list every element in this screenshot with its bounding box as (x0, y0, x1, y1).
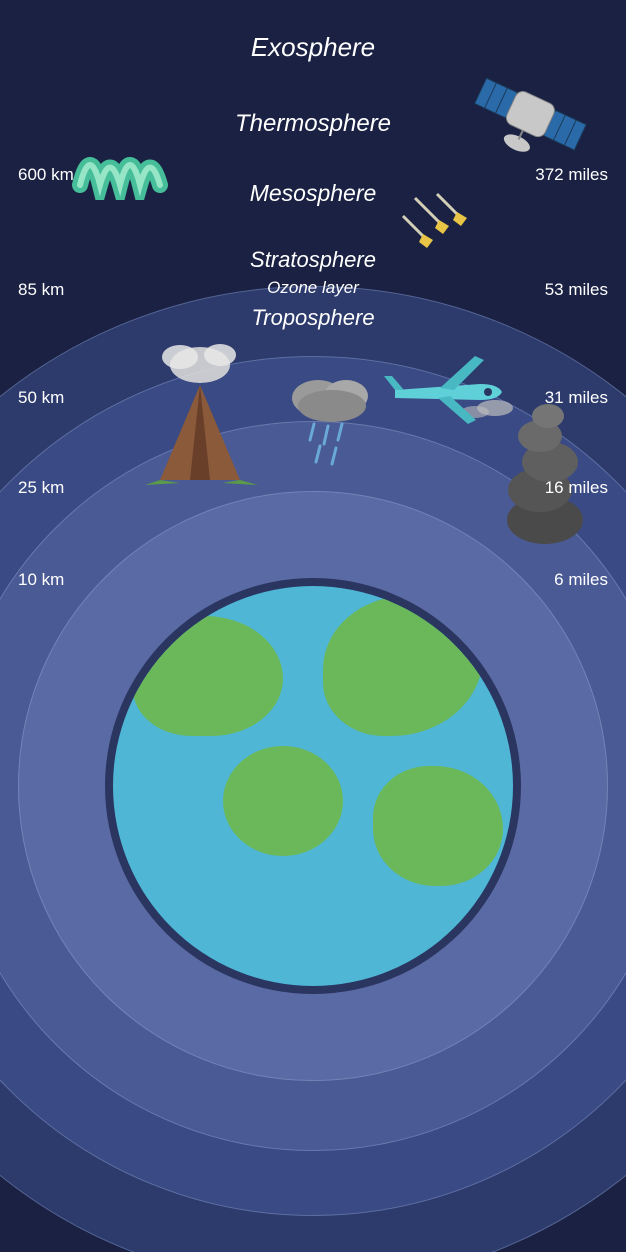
meteors-icon (395, 190, 475, 250)
altitude-miles-1: 16 miles (545, 478, 608, 498)
label-troposphere: Troposphere (251, 305, 374, 331)
altitude-miles-2: 31 miles (545, 388, 608, 408)
continent (133, 616, 283, 736)
altitude-km-0: 10 km (18, 570, 64, 590)
label-mesosphere: Mesosphere (250, 180, 377, 207)
label-exosphere: Exosphere (251, 32, 375, 63)
satellite-icon (470, 60, 590, 170)
aurora-icon (70, 130, 180, 200)
volcano-icon (130, 335, 270, 485)
continent (323, 596, 483, 736)
altitude-miles-4: 372 miles (535, 165, 608, 185)
continent (223, 746, 343, 856)
altitude-miles-3: 53 miles (545, 280, 608, 300)
altitude-miles-0: 6 miles (554, 570, 608, 590)
altitude-km-3: 85 km (18, 280, 64, 300)
raincloud-icon (280, 370, 380, 480)
altitude-km-1: 25 km (18, 478, 64, 498)
altitude-km-2: 50 km (18, 388, 64, 408)
altitude-km-4: 600 km (18, 165, 74, 185)
continent (373, 766, 503, 886)
earth (113, 586, 513, 986)
atmosphere-infographic: Troposphere Ozone layer Stratosphere Mesosp… (0, 0, 626, 626)
label-thermosphere: Thermosphere (235, 110, 391, 138)
smoke-icon (490, 390, 600, 550)
label-stratosphere: Stratosphere (250, 247, 376, 273)
label-ozone-layer: Ozone layer (267, 278, 359, 298)
